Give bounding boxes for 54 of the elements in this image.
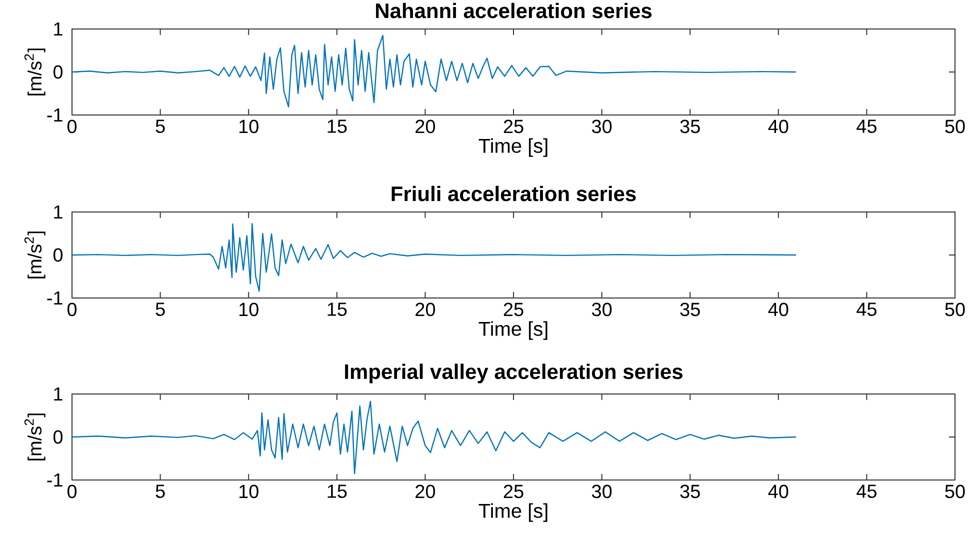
x-tick-label: 40 (768, 120, 788, 134)
y-tick-label: 1 (54, 387, 62, 401)
x-axis-title: Time [s] (478, 503, 548, 522)
x-axis-title: Time [s] (478, 321, 548, 340)
y-tick-label: -1 (47, 108, 62, 122)
y-tick-label: -1 (47, 473, 62, 487)
x-tick-label: 25 (504, 120, 524, 134)
x-tick-label: 20 (416, 302, 436, 316)
x-tick-label: 15 (328, 120, 347, 133)
x-tick-label: 35 (680, 484, 700, 498)
y-tick-label: 0 (53, 248, 63, 262)
y-tick-label: 0 (53, 430, 63, 444)
y-axis-title: [m/s$^{2}$] (24, 48, 46, 96)
x-tick-label: 0 (67, 484, 77, 498)
x-tick-label: 50 (945, 484, 965, 498)
line-series (72, 223, 797, 292)
x-tick-label: 5 (156, 302, 165, 316)
x-tick-label: 10 (239, 484, 258, 498)
line-series (72, 34, 797, 108)
y-tick-label: 1 (54, 205, 62, 219)
x-tick-label: 25 (504, 484, 524, 498)
x-tick-label: 45 (856, 484, 876, 498)
x-tick-label: 10 (239, 120, 258, 134)
x-tick-label: 15 (328, 484, 347, 498)
y-tick-label: -1 (47, 291, 62, 305)
x-tick-label: 25 (504, 302, 524, 316)
x-tick-label: 35 (680, 302, 700, 316)
chart-title: Friuli acceleration series (392, 186, 636, 202)
x-tick-label: 20 (416, 484, 436, 498)
x-axis-title: Time [s] (478, 138, 548, 157)
chart-title: Imperial valley acceleration series (345, 364, 682, 384)
y-tick-label: 1 (54, 22, 62, 36)
x-tick-label: 30 (592, 484, 612, 498)
x-tick-label: 35 (680, 120, 700, 134)
y-axis-title: [m/s$^{2}$] (24, 414, 46, 460)
x-tick-label: 50 (945, 302, 965, 316)
x-tick-label: 5 (156, 120, 165, 133)
x-tick-label: 40 (768, 302, 788, 316)
x-tick-label: 40 (768, 484, 788, 498)
x-tick-label: 45 (856, 302, 876, 316)
line-series (72, 400, 797, 474)
x-tick-label: 0 (67, 120, 77, 134)
x-tick-label: 30 (592, 120, 612, 134)
y-axis-title: [m/s$^{2}$] (24, 232, 46, 278)
x-tick-label: 15 (328, 302, 347, 316)
x-tick-label: 45 (856, 120, 876, 133)
y-tick-label: 0 (53, 65, 63, 79)
x-tick-label: 50 (945, 120, 965, 134)
x-tick-label: 0 (67, 302, 77, 316)
x-tick-label: 30 (592, 302, 612, 316)
x-tick-label: 20 (416, 120, 436, 134)
x-tick-label: 10 (239, 302, 258, 316)
chart-title: Nahanni acceleration series (376, 2, 652, 18)
x-tick-label: 5 (156, 484, 165, 498)
